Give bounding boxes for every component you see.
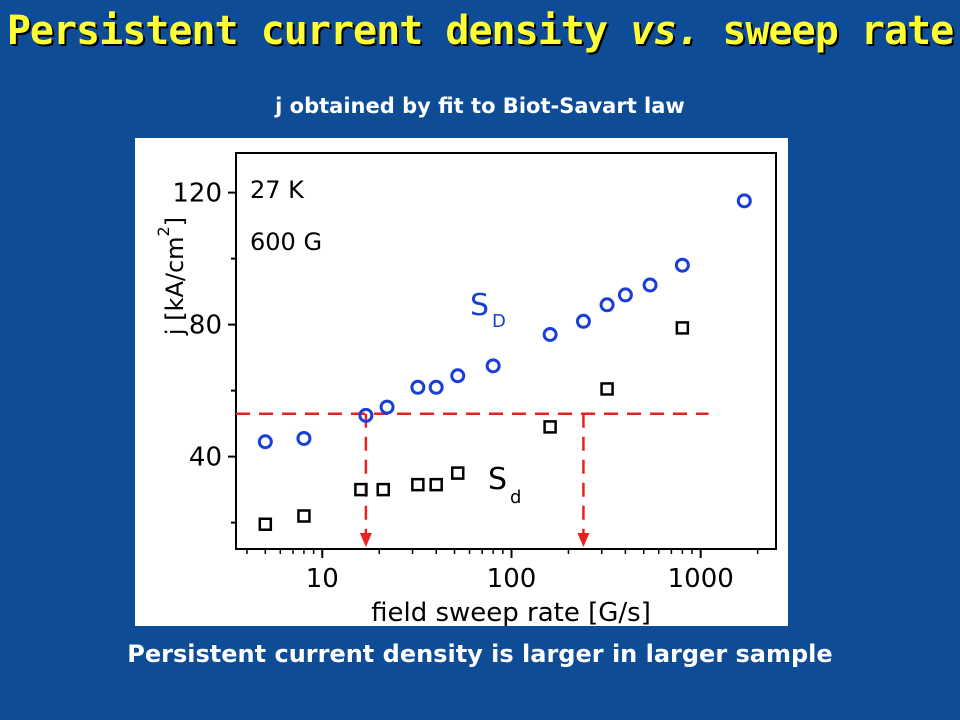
data-point-Sd bbox=[258, 517, 273, 531]
data-point-Sd bbox=[411, 477, 425, 492]
reference-arrowhead bbox=[577, 533, 590, 547]
series-label-SD-sub: D bbox=[492, 311, 506, 332]
data-point-SD bbox=[642, 277, 658, 293]
reference-arrowhead bbox=[359, 533, 372, 547]
title-main: Persistent current density bbox=[6, 8, 631, 54]
data-point-Sd bbox=[376, 482, 390, 497]
data-point-SD bbox=[296, 430, 312, 446]
data-point-SD bbox=[410, 379, 426, 395]
series-label-SD-main: S bbox=[470, 288, 489, 323]
y-axis-title-sup: 2 bbox=[154, 226, 173, 236]
title-vs: vs. bbox=[630, 8, 700, 54]
x-tick-label: 10 bbox=[306, 564, 339, 594]
data-point-SD bbox=[542, 327, 558, 342]
data-point-SD bbox=[358, 407, 374, 423]
y-axis-title: j [kA/cm2] bbox=[154, 217, 189, 336]
chart-svg: 40 80 120 10 100 1000 field sweep rate [G/s] j … bbox=[154, 152, 777, 626]
reference-lines bbox=[236, 412, 709, 547]
data-point-SD bbox=[617, 287, 633, 303]
y-tick-label: 40 bbox=[189, 443, 222, 473]
y-axis-title-end: ] bbox=[161, 217, 189, 226]
axis-ticks bbox=[228, 191, 759, 558]
title-end: sweep rate bbox=[699, 8, 954, 54]
chart-marks bbox=[257, 193, 752, 531]
annotation-field: 600 G bbox=[250, 228, 322, 256]
data-point-SD bbox=[575, 313, 591, 329]
x-tick-label: 100 bbox=[487, 564, 537, 594]
series-label-Sd-sub: d bbox=[510, 487, 521, 508]
x-tick-label: 1000 bbox=[668, 564, 734, 594]
data-point-SD bbox=[485, 358, 501, 374]
data-point-Sd bbox=[297, 509, 311, 523]
data-point-Sd bbox=[543, 420, 557, 434]
slide-title: Persistent current density vs. sweep rat… bbox=[0, 8, 960, 54]
data-point-Sd bbox=[354, 482, 368, 497]
slide-subtitle: j obtained by fit to Biot-Savart law bbox=[275, 94, 685, 118]
y-axis-title-main: j [kA/cm bbox=[161, 236, 189, 336]
plot-frame bbox=[235, 152, 777, 550]
data-point-SD bbox=[379, 399, 395, 415]
chart-labels: 40 80 120 10 100 1000 field sweep rate [G/s] j … bbox=[154, 176, 734, 626]
annotation-temperature: 27 K bbox=[250, 176, 305, 204]
data-point-SD bbox=[428, 379, 444, 395]
chart-panel: 40 80 120 10 100 1000 field sweep rate [G/s] j … bbox=[135, 138, 788, 626]
series-label-Sd-main: S bbox=[488, 462, 507, 497]
y-tick-label: 80 bbox=[189, 311, 222, 341]
data-point-SD bbox=[736, 193, 752, 209]
data-point-Sd bbox=[450, 466, 465, 480]
series-label-Sd: Sd bbox=[488, 462, 521, 508]
slide-caption: Persistent current density is larger in … bbox=[127, 640, 833, 668]
data-point-Sd bbox=[429, 477, 443, 492]
data-point-Sd bbox=[600, 382, 614, 396]
data-point-SD bbox=[599, 297, 615, 313]
data-point-SD bbox=[257, 434, 273, 450]
data-point-SD bbox=[674, 257, 690, 273]
x-axis-title: field sweep rate [G/s] bbox=[371, 598, 651, 626]
data-point-Sd bbox=[675, 321, 690, 335]
data-point-SD bbox=[450, 368, 466, 384]
y-tick-label: 120 bbox=[172, 179, 222, 209]
